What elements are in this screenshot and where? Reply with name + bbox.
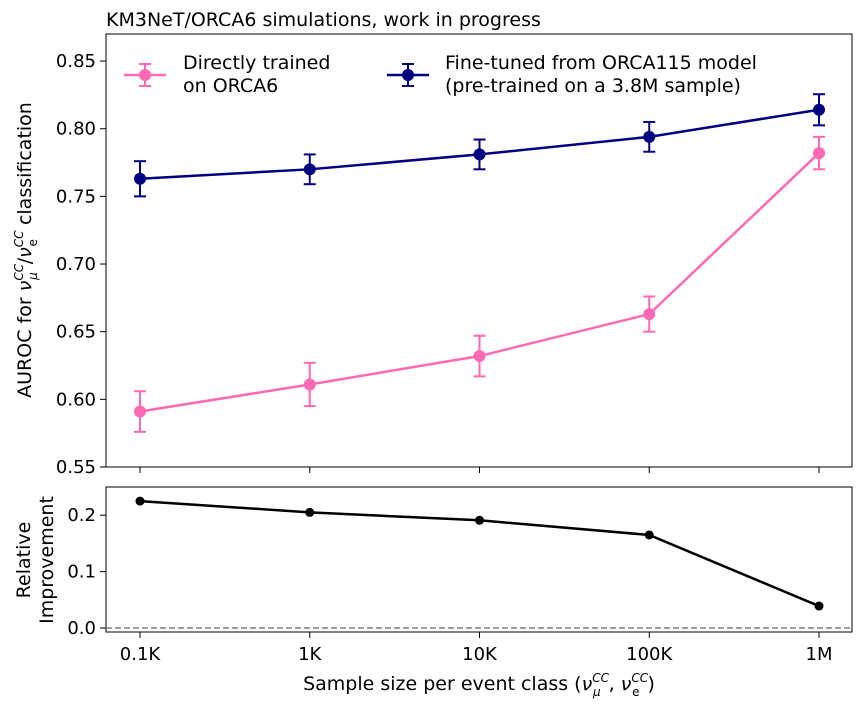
x-tick-label: 1K: [298, 644, 322, 665]
bottom-y-ticks: 0.0 0.1 0.2: [67, 505, 106, 639]
data-point: [305, 507, 315, 517]
data-point: [303, 163, 316, 176]
data-point: [303, 378, 316, 391]
legend-label: on ORCA6: [183, 75, 278, 97]
data-point: [814, 601, 824, 611]
chart-title: KM3NeT/ORCA6 simulations, work in progre…: [106, 9, 541, 31]
y-tick-label: 0.60: [56, 389, 96, 410]
y-tick-label: 0.85: [56, 51, 96, 72]
data-point: [134, 405, 146, 418]
top-y-ticks: 0.55 0.60 0.65 0.70 0.75 0.80 0.85: [56, 51, 106, 478]
y-tick-label: 0.55: [56, 457, 96, 478]
legend-entry-directly-trained: Directly trained on ORCA6: [124, 52, 330, 97]
data-point: [644, 530, 654, 540]
data-point: [134, 172, 146, 185]
top-y-axis-label: AUROC for νCCμ/νCCe classification: [12, 102, 40, 398]
series-0: [134, 135, 825, 433]
y-tick-label: 0.80: [56, 119, 96, 140]
x-tick-label: 0.1K: [120, 644, 162, 665]
y-tick-label: 0.70: [56, 254, 96, 275]
y-tick-label: 0.65: [56, 322, 96, 343]
legend-entry-fine-tuned: Fine-tuned from ORCA115 model (pre-train…: [387, 52, 757, 97]
relative-improvement-series: [135, 496, 824, 611]
x-ticks: 0.1K 1K 10K 100K 1M: [120, 467, 833, 665]
legend: Directly trained on ORCA6 Fine-tuned fro…: [124, 52, 757, 97]
data-point: [475, 515, 484, 525]
top-series: [134, 93, 825, 433]
data-point: [135, 496, 145, 506]
legend-label: Directly trained: [183, 52, 330, 74]
data-point: [473, 148, 486, 161]
y-tick-label: 0.2: [67, 505, 96, 526]
series-1: [134, 93, 825, 198]
data-point: [643, 130, 656, 143]
y-tick-label: 0.75: [56, 186, 96, 207]
data-point: [473, 350, 486, 363]
y-tick-label: 0.0: [67, 618, 96, 639]
top-plot-frame: [105, 33, 853, 468]
legend-label: Fine-tuned from ORCA115 model: [445, 52, 757, 74]
data-point: [643, 308, 656, 321]
x-tick-label: 10K: [462, 644, 498, 665]
bottom-y-axis-label: RelativeImprovement: [13, 496, 58, 624]
y-tick-label: 0.1: [67, 562, 96, 583]
legend-label: (pre-trained on a 3.8M sample): [445, 75, 741, 97]
x-tick-label: 100K: [626, 644, 673, 665]
x-tick-label: 1M: [806, 644, 833, 665]
data-point: [813, 103, 825, 116]
bottom-plot-frame: [105, 486, 853, 633]
data-point: [813, 147, 825, 160]
x-axis-label: Sample size per event class (νCC μ, νCC e): [303, 671, 655, 699]
